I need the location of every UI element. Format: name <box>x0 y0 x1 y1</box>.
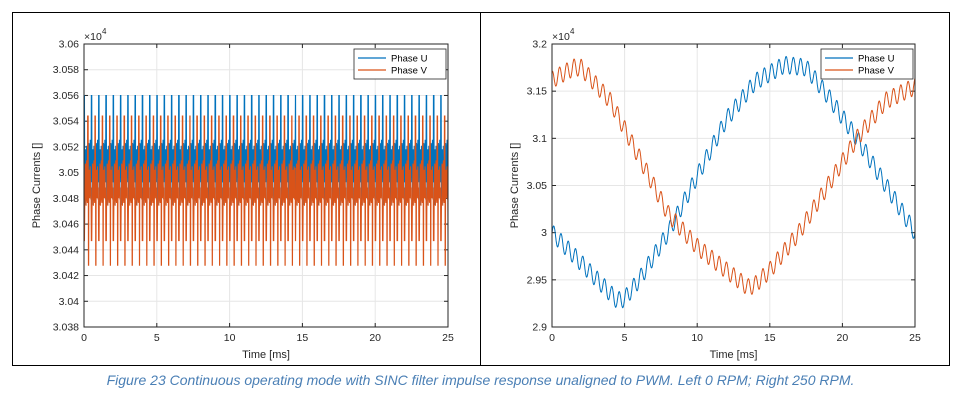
chart-2: 0 5 10 15 20 25 2.9 2.95 3 3.05 3.1 3.15 3.2 ×10 4 Time… <box>509 27 921 361</box>
y-tick-label: 3.038 <box>53 322 79 334</box>
x-tick-label: 0 <box>81 332 87 344</box>
y-tick-label: 3.15 <box>527 86 548 98</box>
y-tick-label: 3.2 <box>532 39 547 51</box>
x-tick-label: 25 <box>909 332 921 344</box>
legend-box <box>353 48 447 80</box>
x-tick-label: 10 <box>224 332 236 344</box>
series-line-phase-u <box>84 95 449 206</box>
y-axis-label: Phase Currents [] <box>509 143 521 229</box>
y-exponent-label: ×10 <box>84 31 102 43</box>
y-tick-label: 3.048 <box>53 193 79 205</box>
figure-divider <box>480 12 481 366</box>
y-tick-label: 3.046 <box>53 219 79 231</box>
y-tick-label: 3.058 <box>53 64 79 76</box>
y-tick-label: 3.056 <box>53 90 79 102</box>
x-tick-label: 5 <box>154 332 160 344</box>
y-tick-label: 2.95 <box>527 274 548 286</box>
series-line-phase-u <box>551 55 916 309</box>
x-tick-label: 25 <box>442 332 454 344</box>
y-tick-label: 3.05 <box>527 180 548 192</box>
figure-frame <box>12 12 950 366</box>
charts-canvas: 0 5 10 15 20 25 3.038 3.04 3.042 3.044 3.046 3.048 3… <box>31 27 921 361</box>
y-tick-label: 3.1 <box>532 133 547 145</box>
legend-box <box>820 48 914 80</box>
x-tick-label: 20 <box>369 332 381 344</box>
legend-label: Phase U <box>858 54 895 65</box>
figure-caption: Figure 23 Continuous operating mode with… <box>106 372 855 388</box>
series-line-phase-v <box>551 58 916 295</box>
y-tick-label: 3.042 <box>53 270 79 282</box>
legend-label: Phase V <box>391 66 428 77</box>
x-tick-label: 15 <box>297 332 309 344</box>
y-exponent-power: 4 <box>570 27 575 36</box>
x-axis-label: Time [ms] <box>242 349 290 361</box>
x-axis-label: Time [ms] <box>710 349 758 361</box>
y-exponent-label: ×10 <box>552 31 570 43</box>
y-tick-label: 2.9 <box>532 322 547 334</box>
y-tick-label: 3.044 <box>53 244 79 256</box>
y-axis-label: Phase Currents [] <box>31 143 43 229</box>
x-tick-label: 20 <box>837 332 849 344</box>
y-tick-label: 3.04 <box>59 296 80 308</box>
y-tick-label: 3.054 <box>53 116 79 128</box>
chart-1: 0 5 10 15 20 25 3.038 3.04 3.042 3.044 3.046 3.048 3… <box>31 27 454 361</box>
y-tick-label: 3.05 <box>59 167 80 179</box>
series-line-phase-v <box>84 115 449 266</box>
legend-label: Phase U <box>391 54 428 65</box>
y-tick-label: 3.06 <box>59 39 80 51</box>
x-tick-label: 5 <box>622 332 628 344</box>
axes-box <box>551 43 916 328</box>
axes-box <box>83 43 449 328</box>
legend-label: Phase V <box>858 66 895 77</box>
y-exponent-power: 4 <box>102 27 107 36</box>
x-tick-label: 0 <box>549 332 555 344</box>
x-tick-label: 10 <box>691 332 703 344</box>
y-tick-label: 3 <box>541 227 547 239</box>
y-tick-label: 3.052 <box>53 141 79 153</box>
x-tick-label: 15 <box>764 332 776 344</box>
